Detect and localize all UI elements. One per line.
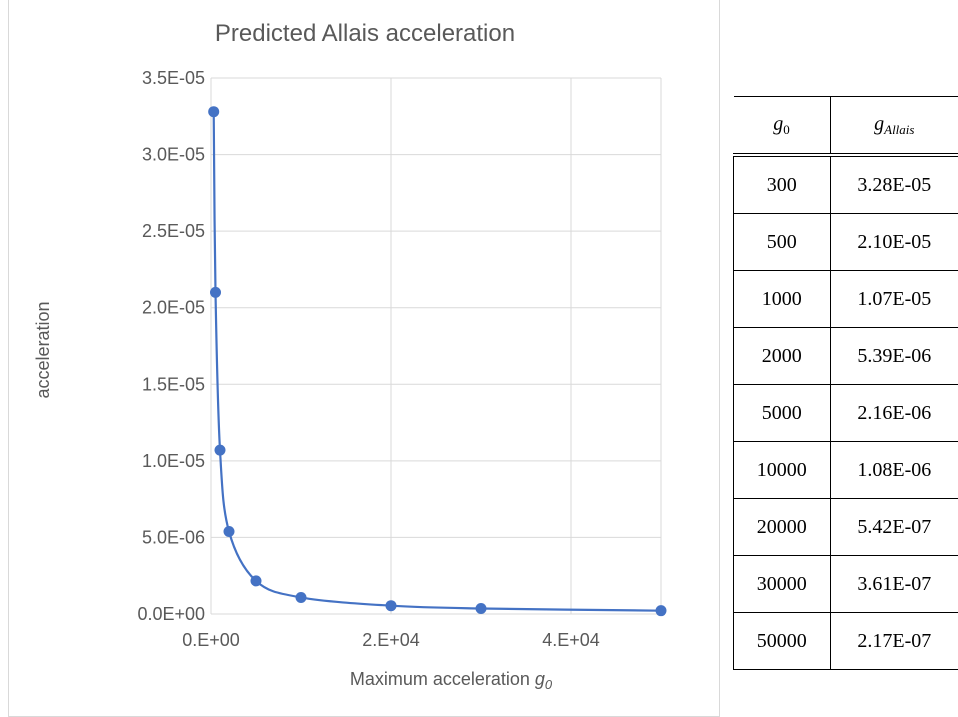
table-cell-g0: 50000 <box>733 612 831 670</box>
data-point <box>250 575 262 587</box>
table-row: 20000 5.42E-07 <box>733 498 958 556</box>
y-tick-label: 2.5E-05 <box>142 221 205 241</box>
table-cell-gallais: 1.07E-05 <box>857 287 932 310</box>
table-cell-gallais: 5.39E-06 <box>857 344 932 367</box>
table-header-row: g0 gAllais <box>733 96 958 155</box>
table-cell-gallais: 3.28E-05 <box>857 173 932 196</box>
table-cell-gallais: 2.16E-06 <box>857 401 932 424</box>
table-cell-g0: 30000 <box>733 555 831 613</box>
grid-lines <box>210 77 662 615</box>
data-point <box>208 106 220 118</box>
table-cell-gallais: 2.10E-05 <box>857 230 932 253</box>
x-axis-label-symbol: g <box>535 669 545 689</box>
table-row: 10000 1.08E-06 <box>733 441 958 499</box>
data-point <box>655 605 667 617</box>
table-cell-gallais: 3.61E-07 <box>857 572 932 595</box>
table-header-gallais: gAllais <box>830 96 958 155</box>
data-point <box>223 525 235 537</box>
y-tick-label: 1.5E-05 <box>142 374 205 394</box>
y-axis-label: acceleration <box>33 301 53 398</box>
table-body: 300 3.28E-05 500 2.10E-05 1000 1.07E-05 2000 5.… <box>733 155 958 670</box>
y-tick-label: 3.5E-05 <box>142 68 205 88</box>
table-cell-g0: 300 <box>733 155 831 214</box>
table-cell-gallais: 2.17E-07 <box>857 629 932 652</box>
series-line <box>212 111 662 612</box>
table-cell-g0: 1000 <box>733 270 831 328</box>
data-point <box>214 444 226 456</box>
table-cell-gallais: 1.08E-06 <box>857 458 932 481</box>
x-axis-label-sub: 0 <box>545 677 553 692</box>
x-tick-label: 0.E+00 <box>182 630 240 650</box>
table-row: 2000 5.39E-06 <box>733 327 958 385</box>
y-axis-ticks: 0.0E+00 5.0E-06 1.0E-05 1.5E-05 2.0E-05 2.5E-… <box>137 68 205 624</box>
chart-svg: Predicted Allais acceleration 0.0E+00 5.0… <box>33 20 667 692</box>
y-tick-label: 5.0E-06 <box>142 527 205 547</box>
x-tick-label: 4.E+04 <box>542 630 600 650</box>
table-cell-g0: 20000 <box>733 498 831 556</box>
table-row: 300 3.28E-05 <box>733 155 958 214</box>
data-table: g0 gAllais 300 3.28E-05 500 2.10E-05 1000 1.0… <box>733 96 958 670</box>
chart-title: Predicted Allais acceleration <box>215 20 515 47</box>
data-point <box>210 286 221 298</box>
table-row: 1000 1.07E-05 <box>733 270 958 328</box>
table-cell-g0: 500 <box>733 213 831 271</box>
x-axis-label: Maximum acceleration g0 <box>350 669 553 692</box>
series-points <box>208 106 667 617</box>
x-axis-ticks: 0.E+00 2.E+04 4.E+04 <box>182 630 600 650</box>
y-tick-label: 3.0E-05 <box>142 145 205 165</box>
y-tick-label: 0.0E+00 <box>137 604 205 624</box>
data-point <box>385 600 397 612</box>
y-tick-label: 2.0E-05 <box>142 298 205 318</box>
table-row: 50000 2.17E-07 <box>733 612 958 670</box>
table-row: 5000 2.16E-06 <box>733 384 958 442</box>
table-cell-g0: 10000 <box>733 441 831 499</box>
table-row: 30000 3.61E-07 <box>733 555 958 613</box>
series-curve <box>212 111 662 612</box>
chart-panel: Predicted Allais acceleration 0.0E+00 5.0… <box>8 0 720 717</box>
x-tick-label: 2.E+04 <box>362 630 420 650</box>
table-row: 500 2.10E-05 <box>733 213 958 271</box>
table-cell-gallais: 5.42E-07 <box>857 515 932 538</box>
table-header-g0: g0 <box>733 96 831 155</box>
x-axis-label-text: Maximum acceleration <box>350 669 530 689</box>
data-point <box>295 591 307 603</box>
table-cell-g0: 2000 <box>733 327 831 385</box>
table-cell-g0: 5000 <box>733 384 831 442</box>
y-tick-label: 1.0E-05 <box>142 451 205 471</box>
data-point <box>475 602 487 614</box>
